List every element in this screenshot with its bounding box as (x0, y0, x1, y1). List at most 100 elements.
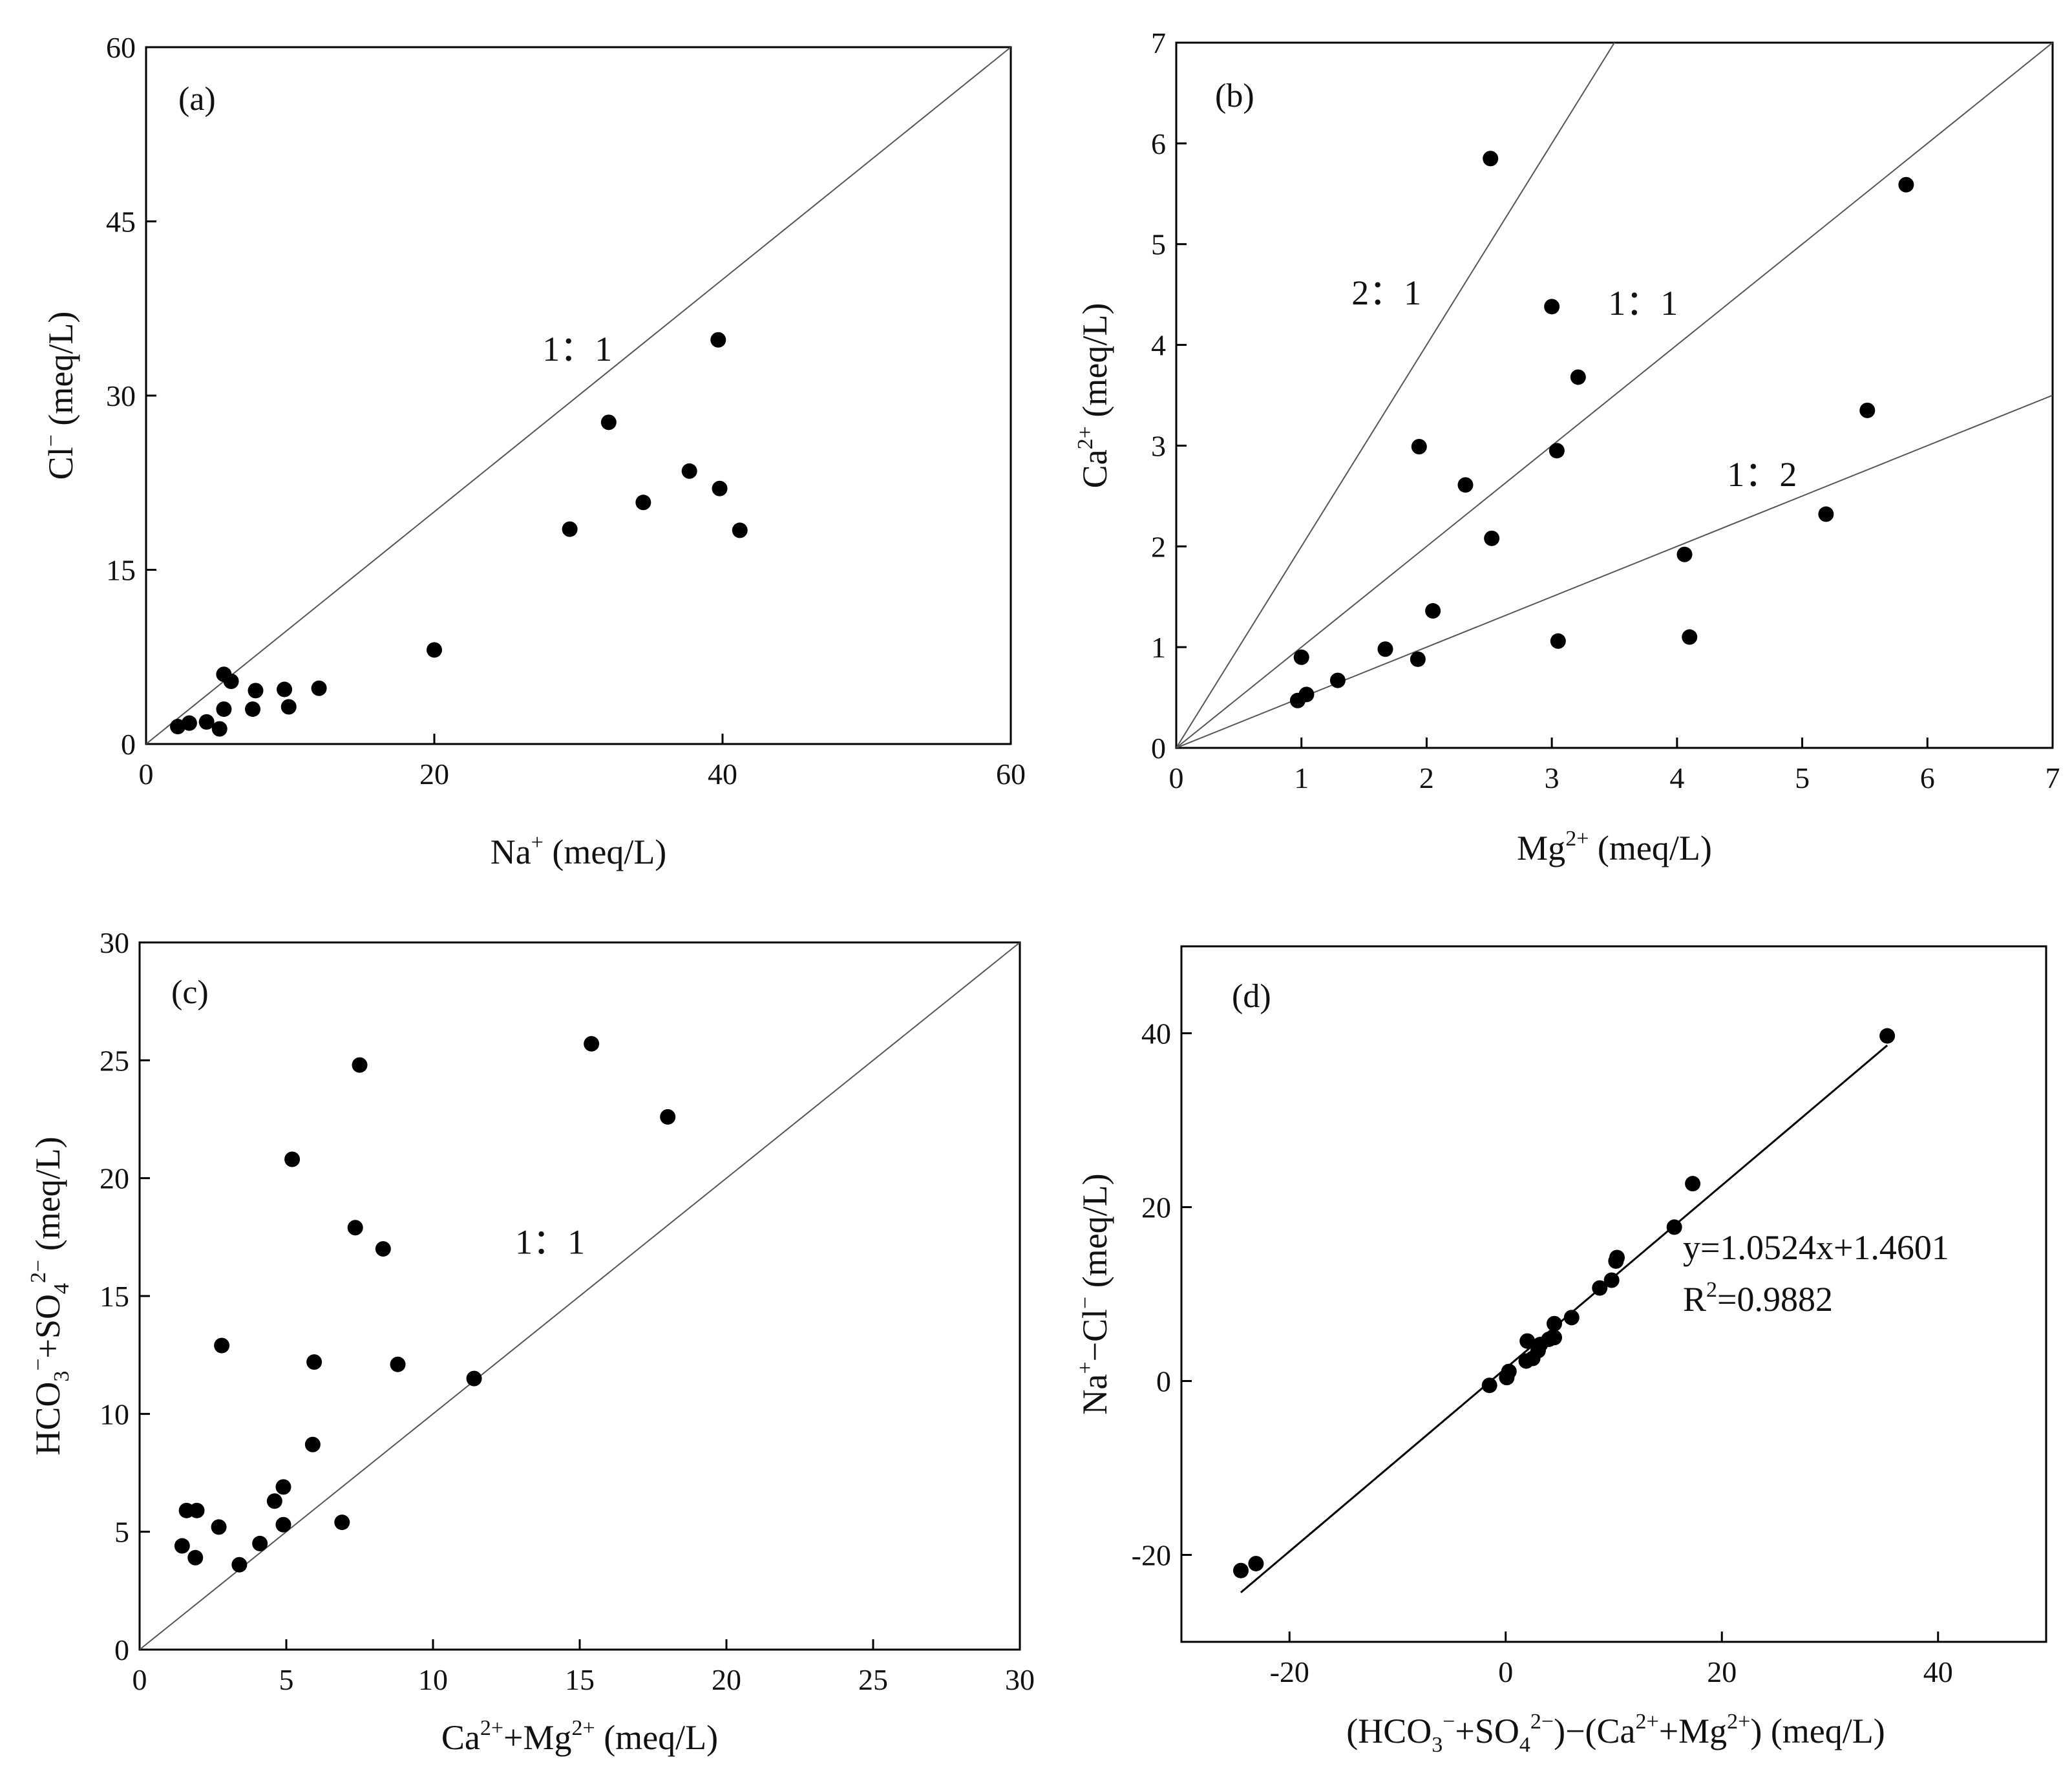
data-point (174, 1538, 190, 1554)
y-tick-label: -20 (1132, 1539, 1171, 1572)
data-point (311, 680, 327, 696)
y-tick-label: 20 (100, 1162, 129, 1195)
panel-d-fit-r2: R2=0.9882 (1683, 1278, 1833, 1319)
ratio-line (140, 942, 1020, 1650)
data-point (334, 1515, 350, 1531)
data-point (187, 1549, 204, 1566)
panel-d-marks: -20 0 20 40 -20 0 20 40 (1132, 1017, 1953, 1689)
y-tick-label: 25 (100, 1044, 129, 1077)
x-tick-label: 4 (1669, 761, 1684, 794)
data-point (427, 642, 442, 658)
data-point (1859, 402, 1876, 418)
data-point (1609, 1249, 1625, 1266)
data-point (189, 1502, 205, 1518)
data-point (1484, 530, 1500, 546)
y-tick-label: 0 (121, 728, 136, 761)
data-point (1818, 506, 1834, 522)
ratio-line-label: 1：1 (1608, 284, 1678, 323)
y-tick-label: 30 (106, 379, 136, 412)
data-point (248, 683, 264, 699)
x-tick-label: 0 (132, 1663, 147, 1696)
x-tick-label: 60 (996, 758, 1026, 791)
data-point (1293, 649, 1309, 665)
ratio-line-label: 1：1 (515, 1222, 585, 1261)
data-point (1682, 629, 1698, 645)
data-point (306, 1354, 322, 1370)
data-point (1549, 443, 1565, 459)
data-point (710, 332, 726, 348)
panel-b-x-axis-title: Mg2+ (meq/L) (1517, 827, 1712, 867)
x-tick-label: 30 (1005, 1663, 1035, 1696)
data-point (1666, 1219, 1682, 1235)
data-point (216, 701, 232, 717)
panel-b-label: (b) (1215, 78, 1254, 114)
data-point (1483, 151, 1499, 167)
data-point (681, 463, 697, 479)
data-point (1425, 603, 1441, 619)
data-point (181, 715, 197, 731)
data-point (600, 414, 617, 430)
y-tick-label: 1 (1151, 631, 1166, 664)
data-point (223, 673, 239, 689)
panel-d: (d) -20 0 20 40 -20 0 20 40 y=1.0524x+1.4601 R2… (1073, 945, 2047, 1757)
x-tick-label: 10 (418, 1663, 448, 1696)
x-tick-label: 5 (1795, 761, 1810, 794)
data-point (347, 1220, 363, 1236)
panel-a-label: (a) (178, 81, 216, 118)
ratio-line (146, 47, 1011, 744)
data-point (275, 1479, 291, 1495)
x-tick-label: 20 (419, 758, 449, 791)
data-point (1457, 477, 1474, 493)
data-point (252, 1535, 268, 1551)
x-tick-label: 20 (1707, 1655, 1737, 1688)
x-tick-label: 0 (1498, 1655, 1513, 1688)
panel-b-y-axis-title: Ca2+ (meq/L) (1073, 303, 1114, 489)
panel-c-x-axis-title: Ca2++Mg2+ (meq/L) (441, 1716, 718, 1757)
x-tick-label: 6 (1920, 761, 1935, 794)
data-point (1501, 1363, 1517, 1379)
data-point (1411, 438, 1427, 454)
data-point (245, 701, 261, 717)
data-point (1410, 651, 1426, 667)
data-point (1298, 686, 1315, 703)
panel-d-frame (1180, 945, 2047, 1643)
x-tick-label: 20 (712, 1663, 741, 1696)
data-point (1544, 299, 1560, 315)
y-tick-label: 20 (1141, 1191, 1171, 1224)
data-point (390, 1356, 406, 1372)
x-tick-label: 25 (858, 1663, 888, 1696)
y-tick-label: 5 (1151, 228, 1166, 261)
data-point (1248, 1555, 1264, 1571)
data-point (1550, 633, 1566, 649)
y-tick-label: 40 (1141, 1017, 1171, 1050)
panel-d-label: (d) (1232, 978, 1271, 1015)
data-point (562, 521, 578, 537)
ratio-line (1176, 43, 2053, 748)
data-point (277, 681, 293, 697)
data-point (231, 1557, 248, 1573)
x-tick-label: 5 (279, 1663, 294, 1696)
panel-a-marks: 0 20 40 60 0 15 30 45 60 1：1 (106, 31, 1026, 791)
data-point (214, 1337, 230, 1354)
panel-a-x-axis-title: Na+ (meq/L) (491, 831, 667, 871)
data-point (712, 480, 728, 496)
data-point (1563, 1310, 1580, 1326)
x-tick-label: 40 (1923, 1655, 1953, 1688)
data-point (1547, 1315, 1563, 1332)
y-tick-label: 60 (106, 31, 136, 64)
data-point (1603, 1272, 1620, 1288)
ratio-line-label: 1：2 (1727, 455, 1797, 494)
y-tick-label: 2 (1151, 530, 1166, 563)
data-point (1879, 1028, 1896, 1044)
data-point (1232, 1562, 1249, 1578)
ratio-line (1176, 394, 2053, 748)
panel-b-marks: 0 1 2 3 4 5 6 7 0 1 2 3 4 5 6 7 2：1 1：1 1：2 (1151, 27, 2060, 794)
data-point (1377, 641, 1393, 657)
data-point (211, 721, 227, 737)
data-point (1898, 176, 1914, 193)
data-point (732, 522, 748, 538)
data-point (352, 1057, 368, 1073)
y-tick-label: 10 (100, 1398, 129, 1430)
data-point (280, 699, 297, 715)
data-point (1685, 1176, 1701, 1192)
